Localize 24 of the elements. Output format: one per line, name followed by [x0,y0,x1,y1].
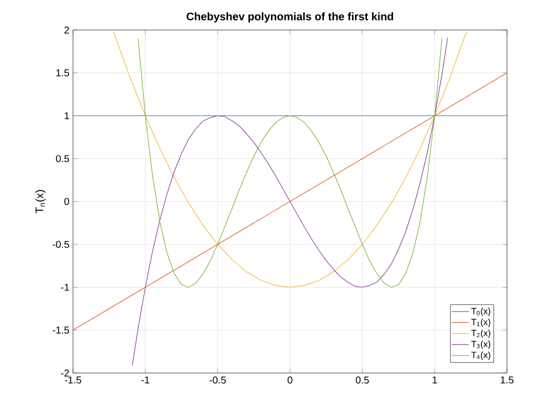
legend-label: T$_{0}$(x) [471,308,490,316]
x-tick-label: -1 [141,376,150,384]
chart-title: Chebyshev polynomials of the first kind [186,12,394,22]
legend-label: T$_{2}$(x) [471,330,490,338]
legend-label: T$_{4}$(x) [471,352,490,360]
y-tick-label: 0.5 [56,155,70,162]
line-series [113,31,467,288]
x-tick-label: 0.5 [356,376,369,384]
y-tick-label: -1.5 [52,326,70,334]
y-tick-label: 2 [64,26,69,34]
y-tick-label: -1 [61,284,69,291]
x-tick-label: 0 [288,376,292,384]
y-tick-label: 1.5 [56,69,70,76]
y-tick-label: 1 [64,112,69,120]
x-tick-label: 1 [432,376,437,384]
y-tick-label: -2 [61,370,69,376]
legend-label: T$_{1}$(x) [471,318,490,327]
x-tick-label: 1.5 [500,376,514,384]
x-tick-label: -0.5 [210,376,226,384]
line-series [132,37,448,366]
y-tick-label: -0.5 [52,240,70,248]
y-axis-title: T$_{n}$(x) [35,190,46,214]
y-tick-label: 0 [64,198,70,206]
legend-label: T$_{3}$(x) [471,340,490,349]
